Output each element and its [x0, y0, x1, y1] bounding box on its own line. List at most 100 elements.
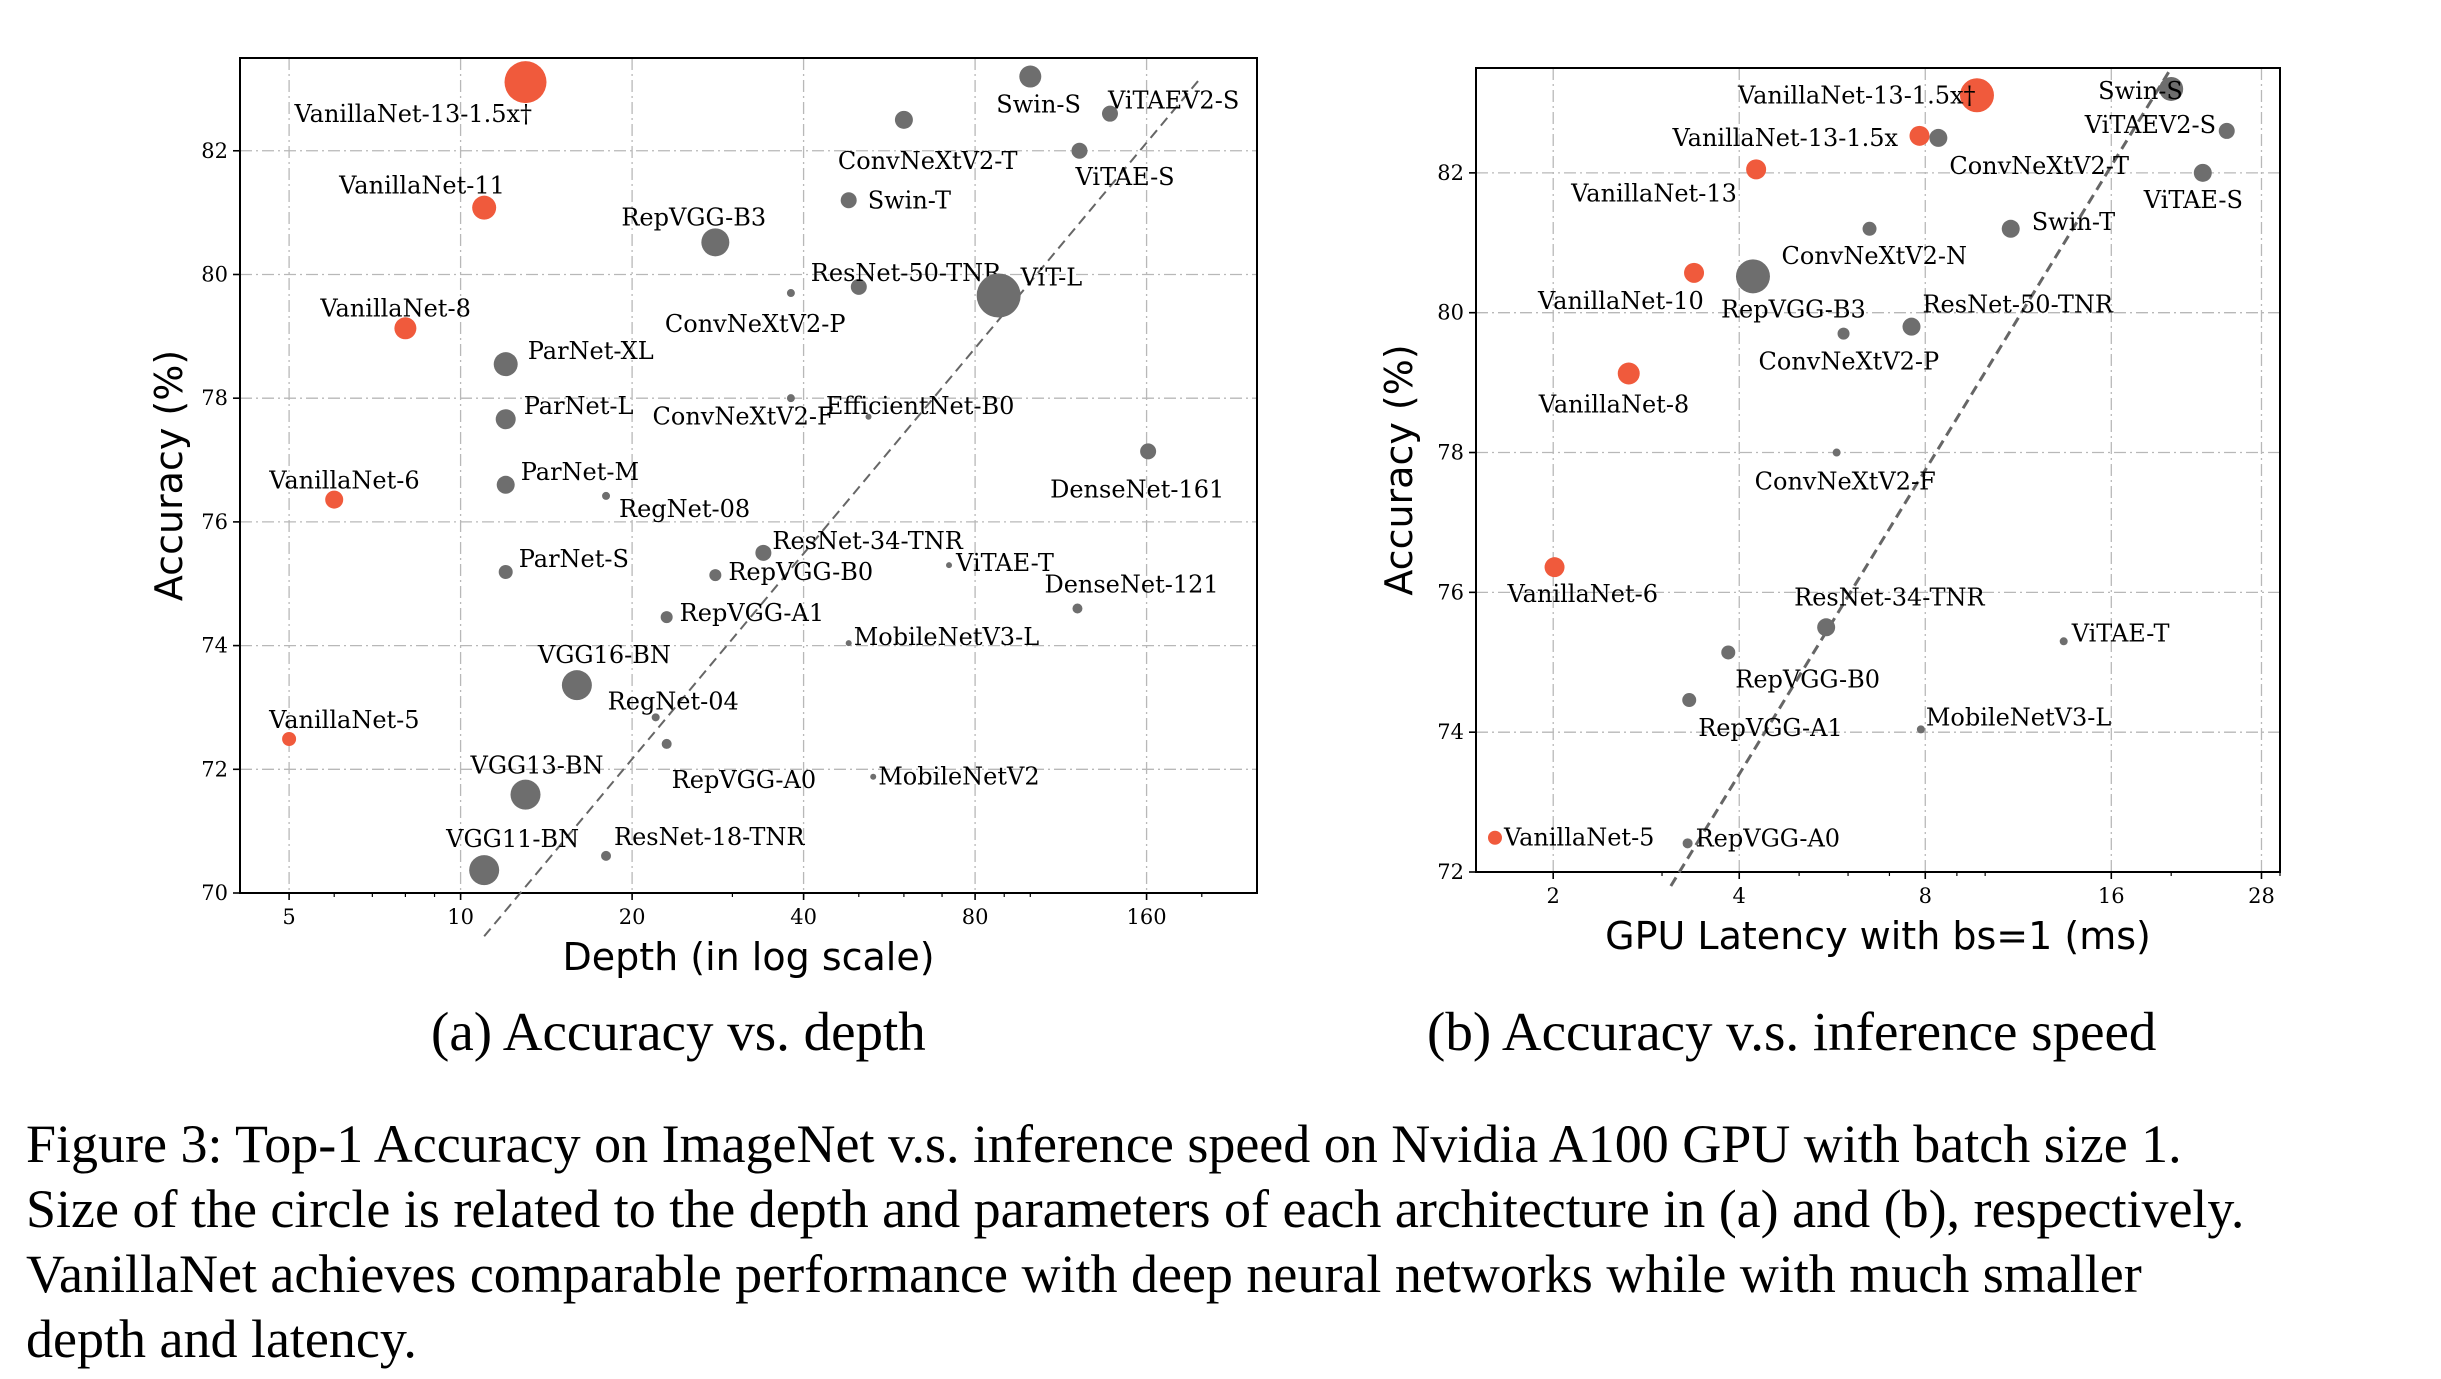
x-tick: 10	[447, 893, 474, 929]
x-tick-label: 160	[1127, 905, 1167, 929]
point-marker	[1916, 725, 1925, 734]
point-marker	[755, 544, 772, 561]
point-label: RepVGG-A1	[680, 599, 824, 627]
point-marker	[1909, 125, 1930, 146]
point-marker	[495, 409, 516, 430]
point-label: ViTAE-T	[2071, 619, 2170, 647]
data-point: ResNet-34-TNR	[755, 527, 964, 561]
data-point: Swin-S	[996, 65, 1081, 119]
point-marker	[661, 738, 672, 749]
data-point: DenseNet-121	[1044, 570, 1219, 614]
point-label: RepVGG-B0	[1735, 665, 1880, 693]
y-tick: 80	[1437, 301, 1476, 325]
point-label: VGG13-BN	[470, 752, 604, 780]
point-label: ResNet-34-TNR	[1794, 583, 1985, 611]
point-label: ViTAE-S	[1074, 163, 1174, 191]
point-label: VanillaNet-6	[268, 467, 419, 495]
x-tick: 40	[790, 893, 817, 929]
data-point: RepVGG-A1	[1682, 693, 1843, 742]
point-marker	[1617, 362, 1640, 385]
point-marker	[894, 110, 913, 129]
data-point: ConvNeXtV2-T	[838, 110, 1018, 175]
point-label: ResNet-18-TNR	[614, 823, 805, 851]
y-tick-label: 78	[1437, 441, 1464, 465]
x-tick: 2	[1547, 872, 1560, 908]
point-marker	[840, 192, 857, 209]
point-label: VanillaNet-11	[338, 172, 505, 200]
point-marker	[1071, 142, 1088, 159]
point-label: VanillaNet-13-1.5x	[1672, 124, 1899, 152]
point-marker	[845, 640, 852, 647]
x-tick: 8	[1919, 872, 1932, 908]
point-marker	[1682, 838, 1693, 849]
y-tick-label: 70	[201, 881, 228, 905]
data-point: ViT-L	[976, 264, 1082, 318]
data-point: ViTAE-T	[946, 549, 1054, 577]
data-point: RepVGG-B3	[621, 203, 766, 257]
point-label: VanillaNet-5	[1503, 824, 1654, 852]
figure-caption-line: VanillaNet achieves comparable performan…	[26, 1244, 2142, 1304]
y-tick-label: 80	[1437, 301, 1464, 325]
data-point: RepVGG-B0	[1721, 645, 1880, 693]
point-label: VanillaNet-13-1.5x†	[1737, 81, 1976, 109]
point-label: ResNet-50-TNR	[1922, 291, 2113, 319]
point-marker	[2001, 219, 2020, 238]
point-marker	[651, 713, 660, 722]
data-point: VGG13-BN	[470, 752, 604, 810]
point-label: ParNet-L	[524, 392, 634, 420]
y-tick-label: 74	[1437, 720, 1464, 744]
point-marker	[1072, 603, 1083, 614]
point-marker	[660, 611, 673, 624]
plot-frame	[1475, 67, 2281, 873]
y-tick-label: 76	[201, 510, 228, 534]
data-point: ParNet-M	[496, 458, 639, 494]
point-marker	[493, 352, 518, 377]
data-point: DenseNet-161	[1050, 443, 1224, 503]
point-marker	[709, 569, 722, 582]
point-marker	[504, 61, 547, 104]
data-point: VanillaNet-6	[268, 467, 420, 509]
point-marker	[870, 773, 877, 780]
point-label: ViTAEV2-S	[1107, 87, 1239, 115]
y-tick-label: 72	[1437, 860, 1464, 884]
point-label: EfficientNet-B0	[826, 392, 1015, 420]
data-point: ResNet-50-TNR	[811, 259, 1002, 295]
point-marker	[2059, 637, 2068, 646]
point-marker	[786, 394, 795, 403]
point-marker	[510, 779, 541, 810]
point-label: RepVGG-B0	[728, 558, 873, 586]
point-label: ConvNeXtV2-N	[1782, 242, 1967, 270]
y-tick-label: 82	[1437, 161, 1464, 185]
x-tick-label: 20	[619, 905, 646, 929]
point-label: ConvNeXtV2-P	[1759, 348, 1940, 376]
x-tick-label: 10	[447, 905, 474, 929]
x-axis-label: Depth (in log scale)	[562, 935, 934, 979]
x-tick-label: 2	[1547, 884, 1560, 908]
y-tick-label: 80	[201, 262, 228, 286]
x-tick: 20	[619, 893, 646, 929]
point-marker	[498, 564, 513, 579]
point-label: VanillaNet-13-1.5x†	[294, 100, 533, 128]
data-point: VanillaNet-5	[1487, 824, 1654, 852]
point-marker	[325, 490, 344, 509]
plot-frame	[239, 57, 1258, 894]
point-label: MobileNetV3-L	[854, 623, 1040, 651]
data-point: RepVGG-B0	[709, 558, 873, 586]
point-marker	[1140, 443, 1157, 460]
point-marker	[701, 228, 730, 257]
figure-caption: Figure 3: Top-1 Accuracy on ImageNet v.s…	[26, 1112, 2426, 1372]
point-label: Swin-T	[868, 186, 951, 214]
point-label: RepVGG-B3	[1721, 295, 1866, 323]
data-point: Swin-T	[2001, 208, 2115, 238]
point-marker	[786, 289, 795, 298]
point-label: RepVGG-A1	[1698, 714, 1842, 742]
point-label: ConvNeXtV2-P	[665, 310, 846, 338]
figure-caption-line: Figure 3: Top-1 Accuracy on ImageNet v.s…	[26, 1114, 2182, 1174]
point-marker	[1019, 65, 1042, 88]
y-tick: 78	[201, 386, 240, 410]
data-point: ResNet-18-TNR	[601, 823, 805, 861]
y-tick: 76	[201, 510, 240, 534]
point-marker	[602, 491, 611, 500]
data-point: VanillaNet-13-1.5x	[1672, 124, 1930, 152]
subcaption-b: (b) Accuracy v.s. inference speed	[1427, 1001, 2157, 1062]
